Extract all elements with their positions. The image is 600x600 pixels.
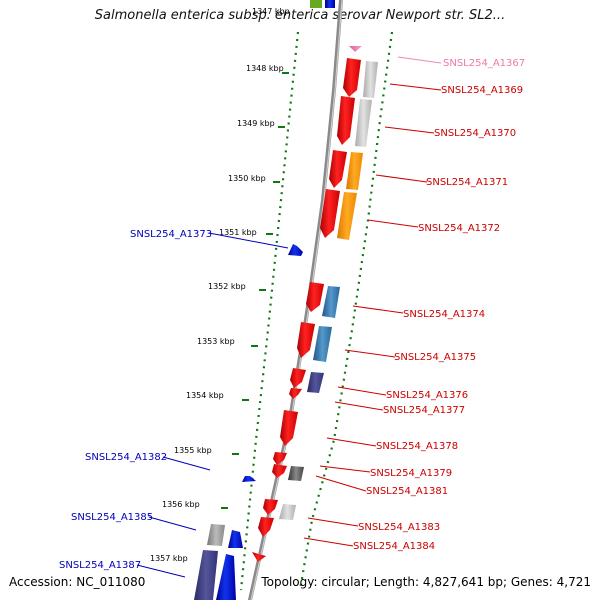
leader-line [319,465,371,473]
gene-arrow-A1369[interactable] [343,58,361,97]
leader-line [315,475,367,492]
label-leaders [136,56,442,578]
outer-left-axis [239,31,300,591]
leader-line [367,219,419,228]
gene-label-A1373[interactable]: SNSL254_A1373 [130,229,212,240]
map-title: Salmonella enterica subsp. enterica sero… [94,8,506,23]
gene-label-A1385[interactable]: SNSL254_A1385 [71,512,153,523]
gene-arrow-A1376[interactable] [290,368,306,388]
gene-label-A1381[interactable]: SNSL254_A1381 [366,486,448,497]
leader-line [375,174,428,183]
gene-arrow-A1370[interactable] [337,96,355,145]
gene-arrow-A1382[interactable] [242,476,256,482]
tick-label: 1354 kbp [186,391,224,400]
tick-label: 1353 kbp [197,337,235,346]
gene-arrow-A1387[interactable] [216,554,236,600]
gene-arrow-A1373[interactable] [288,244,303,256]
leader-line [389,83,442,91]
tick-label: 1350 kbp [228,174,266,183]
leader-line [136,564,186,578]
gene-arrow-A1371[interactable] [329,150,347,188]
feature-clipped-blue [325,0,335,8]
block-dark-gray [288,466,304,481]
feature-clipped-green [310,0,322,8]
gene-arrow-A1367[interactable] [349,46,362,52]
gene-arrow-A1385[interactable] [228,530,243,548]
gene-arrow-A1383[interactable] [263,499,278,515]
gene-arrow-A1377[interactable] [289,388,302,399]
gene-label-A1383[interactable]: SNSL254_A1383 [358,522,440,533]
reverse-strand-genes [194,244,303,600]
tick-label: 1352 kbp [208,282,246,291]
gene-label-A1384[interactable]: SNSL254_A1384 [353,541,435,552]
topology-text: Topology: circular; Length: 4,827,641 bp… [261,575,591,589]
tick-label: 1355 kbp [174,446,212,455]
category-blocks [279,61,378,520]
leader-line [337,386,387,396]
gene-label-A1374[interactable]: SNSL254_A1374 [403,309,485,320]
gene-arrow-small-red [252,552,266,562]
gene-label-A1378[interactable]: SNSL254_A1378 [376,441,458,452]
gene-arrow-A1384[interactable] [258,517,274,537]
leader-line [344,349,396,358]
leader-line [148,516,197,531]
leader-line [208,232,289,249]
leader-line [397,56,442,64]
leader-line [326,437,377,447]
leader-line [303,537,354,547]
tick-label: 1357 kbp [150,554,188,563]
block-light-gray [279,504,296,520]
gene-arrow-A1378[interactable] [280,410,298,446]
gene-label-A1369[interactable]: SNSL254_A1369 [441,85,523,96]
gene-label-A1377[interactable]: SNSL254_A1377 [383,405,465,416]
leader-line [162,456,211,471]
gene-label-A1376[interactable]: SNSL254_A1376 [386,390,468,401]
tick-label: 1356 kbp [162,500,200,509]
block-orange [337,192,357,240]
gene-arrow-A1375[interactable] [297,322,315,358]
gene-labels: SNSL254_A1367 SNSL254_A1369 SNSL254_A137… [59,58,525,571]
gene-arrow-A1381[interactable] [272,464,287,478]
accession-text: Accession: NC_011080 [9,575,146,589]
block-steel-blue [313,326,332,362]
gene-arrow-A1379[interactable] [273,452,287,465]
gene-label-A1367[interactable]: SNSL254_A1367 [443,58,525,69]
block-light-gray [363,61,378,98]
block-slate [307,372,324,393]
gene-label-A1382[interactable]: SNSL254_A1382 [85,452,167,463]
tick-label-top-partial: 1347 kbp [252,7,290,16]
tick-label: 1348 kbp [246,64,284,73]
block-slate [194,550,218,600]
tick-group: 1348 kbp 1349 kbp 1350 kbp 1351 kbp 1352… [150,64,289,563]
gene-label-A1379[interactable]: SNSL254_A1379 [370,468,452,479]
block-steel-blue [322,286,340,318]
leader-line [384,126,435,134]
gene-label-A1370[interactable]: SNSL254_A1370 [434,128,516,139]
gene-label-A1371[interactable]: SNSL254_A1371 [426,177,508,188]
forward-strand-genes [252,58,361,562]
gene-label-A1372[interactable]: SNSL254_A1372 [418,223,500,234]
gene-arrow-A1372[interactable] [320,189,340,238]
leader-line [352,305,404,314]
gene-label-A1375[interactable]: SNSL254_A1375 [394,352,476,363]
block-light-gray [355,99,372,147]
gene-arrow-A1374[interactable] [306,282,324,312]
block-orange [346,152,363,190]
block-dark-gray [207,524,225,546]
gene-label-A1387[interactable]: SNSL254_A1387 [59,560,141,571]
tick-label: 1351 kbp [219,228,257,237]
leader-line [307,517,359,527]
tick-label: 1349 kbp [237,119,275,128]
leader-line [334,401,384,411]
